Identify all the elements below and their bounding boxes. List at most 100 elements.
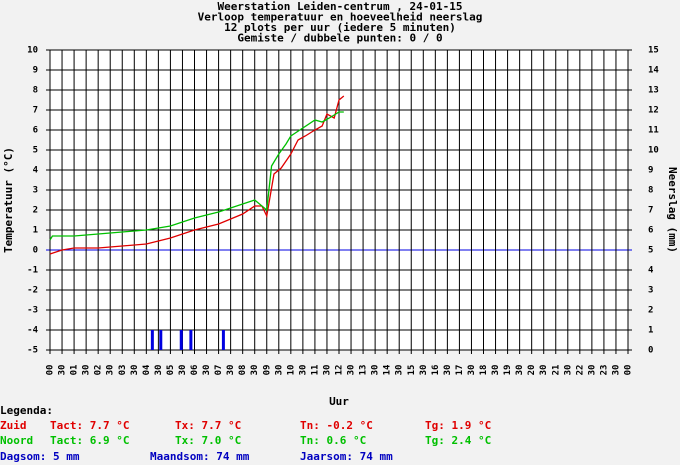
y-tick-label: 10	[27, 46, 38, 56]
y2-tick-label: 0	[648, 346, 653, 356]
temperature-line	[49, 111, 344, 241]
x-tick-label: 30	[250, 365, 260, 376]
y2-tick-label: 4	[648, 266, 654, 276]
x-tick-label: 30	[539, 365, 549, 376]
x-tick-label: 21	[551, 365, 561, 376]
x-axis-label: Uur	[329, 395, 349, 408]
y2-tick-label: 12	[648, 106, 659, 116]
x-tick-label: 06	[190, 365, 200, 376]
y-tick-label: 6	[33, 126, 38, 136]
y-tick-label: 1	[33, 226, 38, 236]
rain-bar	[189, 330, 193, 350]
x-tick-label: 05	[166, 365, 176, 376]
x-tick-label: 30	[347, 365, 357, 376]
x-tick-label: 00	[46, 365, 56, 376]
x-tick-label: 02	[94, 365, 104, 376]
x-tick-label: 20	[527, 365, 537, 376]
y2-tick-label: 15	[648, 46, 659, 56]
x-tick-label: 30	[106, 365, 116, 376]
y2-tick-label: 6	[648, 226, 653, 236]
x-tick-label: 12	[335, 365, 345, 376]
x-tick-label: 30	[371, 365, 381, 376]
chart-title: Weerstation Leiden-centrum , 24-01-15	[217, 0, 462, 13]
legend-stat: Tn: 0.6 °C	[300, 434, 366, 447]
x-tick-label: 03	[118, 365, 128, 376]
x-tick-label: 30	[611, 365, 621, 376]
legend-stat: Tx: 7.0 °C	[175, 434, 241, 447]
x-tick-label: 30	[322, 365, 332, 376]
subtitle: Gemiste / dubbele punten: 0 / 0	[237, 32, 442, 45]
y-tick-label: -4	[27, 326, 38, 336]
x-tick-label: 10	[286, 365, 296, 376]
x-tick-label: 30	[226, 365, 236, 376]
y2-tick-label: 8	[648, 186, 653, 196]
rain-bar	[221, 330, 225, 350]
y2-tick-label: 3	[648, 286, 653, 296]
x-tick-label: 30	[178, 365, 188, 376]
x-tick-label: 11	[310, 365, 320, 376]
y-tick-label: 5	[33, 146, 38, 156]
x-tick-label: 30	[443, 365, 453, 376]
y2-axis-label: Neerslag (mm)	[666, 167, 679, 253]
rain-bar	[179, 330, 183, 350]
legend-total: Maandsom: 74 mm	[150, 450, 250, 463]
rain-bar	[150, 330, 154, 350]
legend-stat: Tg: 1.9 °C	[425, 419, 491, 432]
legend-label: Zuid	[0, 419, 27, 432]
x-tick-label: 18	[479, 365, 489, 376]
legend-stat: Tact: 6.9 °C	[50, 434, 129, 447]
y2-tick-label: 9	[648, 166, 653, 176]
x-tick-label: 30	[202, 365, 212, 376]
y2-tick-label: 10	[648, 146, 659, 156]
legend-heading: Legenda:	[0, 404, 53, 417]
x-tick-label: 09	[262, 365, 272, 376]
y-tick-label: 3	[33, 186, 38, 196]
legend-stat: Tact: 7.7 °C	[50, 419, 129, 432]
legend-stat: Tn: -0.2 °C	[300, 419, 373, 432]
y-tick-label: 9	[33, 66, 38, 76]
plot-border	[49, 49, 629, 351]
x-tick-label: 30	[154, 365, 164, 376]
x-tick-label: 22	[575, 365, 585, 376]
y-tick-label: 7	[33, 106, 38, 116]
x-tick-label: 16	[431, 365, 441, 376]
x-tick-label: 14	[383, 364, 393, 375]
x-tick-label: 00	[624, 365, 634, 376]
rain-bar	[159, 330, 163, 350]
x-tick-label: 30	[419, 365, 429, 376]
x-tick-label: 01	[70, 365, 80, 376]
x-tick-label: 04	[142, 364, 152, 375]
legend-label: Noord	[0, 434, 33, 447]
x-tick-label: 30	[82, 365, 92, 376]
x-tick-label: 30	[563, 365, 573, 376]
temperature-line	[49, 95, 345, 255]
y2-tick-label: 14	[648, 66, 659, 76]
y-tick-label: 0	[33, 246, 38, 256]
x-tick-label: 15	[407, 365, 417, 376]
y-tick-label: 8	[33, 86, 38, 96]
legend-stat: Tg: 2.4 °C	[425, 434, 491, 447]
legend-total: Dagsom: 5 mm	[0, 450, 80, 463]
y-tick-label: -2	[27, 286, 38, 296]
y2-tick-label: 2	[648, 306, 653, 316]
x-tick-label: 30	[491, 365, 501, 376]
x-tick-label: 08	[238, 365, 248, 376]
y-tick-label: 4	[33, 166, 39, 176]
legend-total: Jaarsom: 74 mm	[300, 450, 393, 463]
legend-stat: Tx: 7.7 °C	[175, 419, 241, 432]
x-tick-label: 30	[274, 365, 284, 376]
x-tick-label: 07	[214, 365, 224, 376]
y2-tick-label: 13	[648, 86, 659, 96]
x-tick-label: 13	[359, 365, 369, 376]
x-tick-label: 30	[587, 365, 597, 376]
y-tick-label: -1	[27, 266, 38, 276]
x-tick-label: 30	[395, 365, 405, 376]
y-tick-label: -3	[27, 306, 38, 316]
x-tick-label: 30	[298, 365, 308, 376]
x-tick-label: 23	[599, 365, 609, 376]
subtitle: 12 plots per uur (iedere 5 minuten)	[224, 21, 456, 34]
x-tick-label: 17	[455, 365, 465, 376]
x-tick-label: 30	[58, 365, 68, 376]
